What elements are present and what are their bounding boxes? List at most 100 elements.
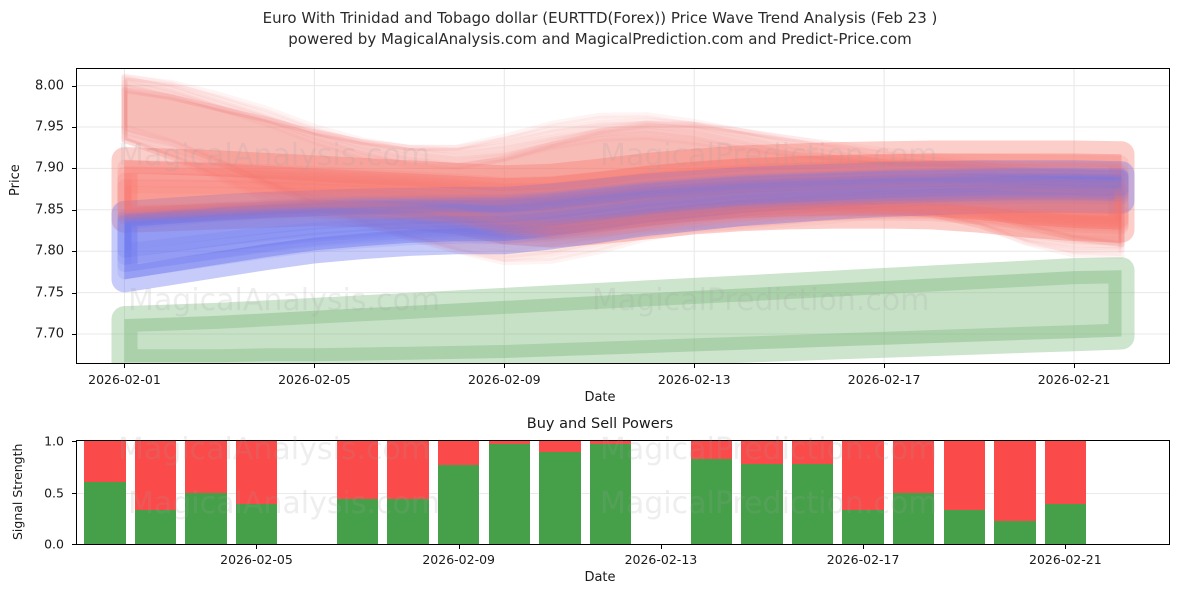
power-bar[interactable] — [539, 441, 581, 544]
power-bar[interactable] — [84, 441, 126, 544]
price-y-tick: 7.85 — [35, 202, 64, 218]
powers-x-tickmark — [863, 545, 865, 549]
price-y-tickmark — [72, 85, 76, 87]
power-bar[interactable] — [235, 441, 278, 544]
price-chart-plot-area — [76, 68, 1170, 364]
price-band — [117, 174, 1129, 234]
price-x-tickmark — [884, 364, 886, 368]
power-bar[interactable] — [741, 441, 783, 544]
price-y-tickmark — [72, 209, 76, 211]
power-bar[interactable] — [690, 441, 733, 544]
sell-power-segment — [791, 441, 834, 464]
powers-x-tick: 2026-02-21 — [1029, 552, 1102, 567]
buy-power-segment — [488, 444, 530, 544]
price-x-tickmark — [314, 364, 316, 368]
price-y-tick: 7.75 — [35, 285, 64, 301]
sell-power-segment — [134, 441, 177, 510]
sell-power-segment — [690, 441, 733, 459]
sell-power-segment — [185, 441, 227, 493]
power-bar[interactable] — [892, 441, 935, 544]
price-y-tick-labels: 8.00 7.95 7.90 7.85 7.80 7.75 7.70 — [0, 0, 76, 600]
price-band — [117, 169, 1129, 265]
price-band — [121, 87, 1125, 243]
powers-y-tickmark — [72, 441, 76, 442]
sell-power-segment — [437, 441, 480, 465]
power-bar[interactable] — [488, 441, 530, 544]
price-y-tickmark — [72, 292, 76, 294]
power-bar[interactable] — [387, 441, 429, 544]
price-band — [111, 257, 1135, 363]
power-bar[interactable] — [336, 441, 379, 544]
powers-y-tick: 1.0 — [44, 433, 64, 449]
price-band — [111, 160, 1135, 293]
price-x-tickmark — [694, 364, 696, 368]
buy-power-segment — [387, 498, 429, 544]
powers-x-tick: 2026-02-13 — [624, 552, 698, 567]
power-bar[interactable] — [437, 441, 480, 544]
buy-power-segment — [1044, 503, 1087, 544]
price-band — [111, 140, 1135, 248]
sell-power-segment — [539, 441, 581, 453]
price-band — [121, 87, 1125, 247]
sell-power-segment — [892, 441, 935, 493]
buy-power-segment — [134, 510, 177, 544]
price-y-tickmark — [72, 168, 76, 170]
price-band — [117, 167, 1129, 236]
power-bar[interactable] — [1044, 441, 1087, 544]
powers-x-tickmark — [660, 545, 662, 549]
price-band — [117, 153, 1129, 240]
powers-x-tick: 2026-02-09 — [422, 552, 496, 567]
sell-power-segment — [994, 441, 1036, 522]
buy-power-segment — [185, 492, 227, 544]
buy-power-segment — [690, 458, 733, 544]
price-y-tick: 7.90 — [35, 160, 64, 176]
price-band — [121, 79, 1125, 249]
sell-power-segment — [84, 441, 126, 483]
powers-x-tick: 2026-02-05 — [220, 552, 293, 567]
sell-power-segment — [336, 441, 379, 499]
power-bar[interactable] — [994, 441, 1036, 544]
price-y-tickmark — [72, 334, 76, 335]
power-bar[interactable] — [134, 441, 177, 544]
powers-y-tick: 0.0 — [44, 536, 64, 552]
buy-power-segment — [741, 463, 783, 544]
power-bar[interactable] — [943, 441, 985, 544]
power-bar[interactable] — [842, 441, 884, 544]
powers-y-tick: 0.5 — [44, 485, 64, 500]
power-bar[interactable] — [791, 441, 834, 544]
price-x-axis-title: Date — [584, 390, 616, 405]
powers-x-tickmark — [1065, 545, 1067, 549]
price-x-tick: 2026-02-09 — [467, 372, 541, 387]
powers-y-tickmark — [72, 544, 76, 545]
buy-power-segment — [539, 452, 581, 544]
price-x-tickmark — [504, 364, 506, 368]
buy-power-segment — [791, 463, 834, 544]
power-bar[interactable] — [185, 441, 227, 544]
price-y-tick: 8.00 — [35, 78, 64, 94]
powers-x-axis-title: Date — [584, 570, 616, 585]
price-bands-svg — [77, 69, 1169, 363]
price-x-tickmark — [124, 364, 126, 368]
buy-power-segment — [892, 492, 935, 544]
power-bar[interactable] — [589, 441, 632, 544]
sell-power-segment — [1044, 441, 1087, 504]
price-x-tick: 2026-02-17 — [847, 372, 921, 387]
price-band — [121, 84, 1125, 248]
sell-power-segment — [387, 441, 429, 499]
buy-power-segment — [84, 482, 126, 544]
sell-power-segment — [589, 441, 632, 445]
buy-power-segment — [589, 444, 632, 544]
price-y-tick: 7.80 — [35, 243, 64, 259]
buy-power-segment — [842, 510, 884, 544]
price-band — [117, 168, 1129, 272]
powers-x-tickmark — [458, 545, 460, 549]
powers-chart-title: Buy and Sell Powers — [526, 416, 674, 432]
price-band — [117, 160, 1129, 238]
price-x-tick: 2026-02-13 — [657, 372, 731, 387]
price-band — [121, 75, 1125, 256]
powers-y-tickmark — [72, 492, 76, 494]
powers-chart-plot-area — [76, 440, 1170, 545]
price-x-tick: 2026-02-21 — [1037, 372, 1111, 387]
price-band — [121, 74, 1125, 266]
